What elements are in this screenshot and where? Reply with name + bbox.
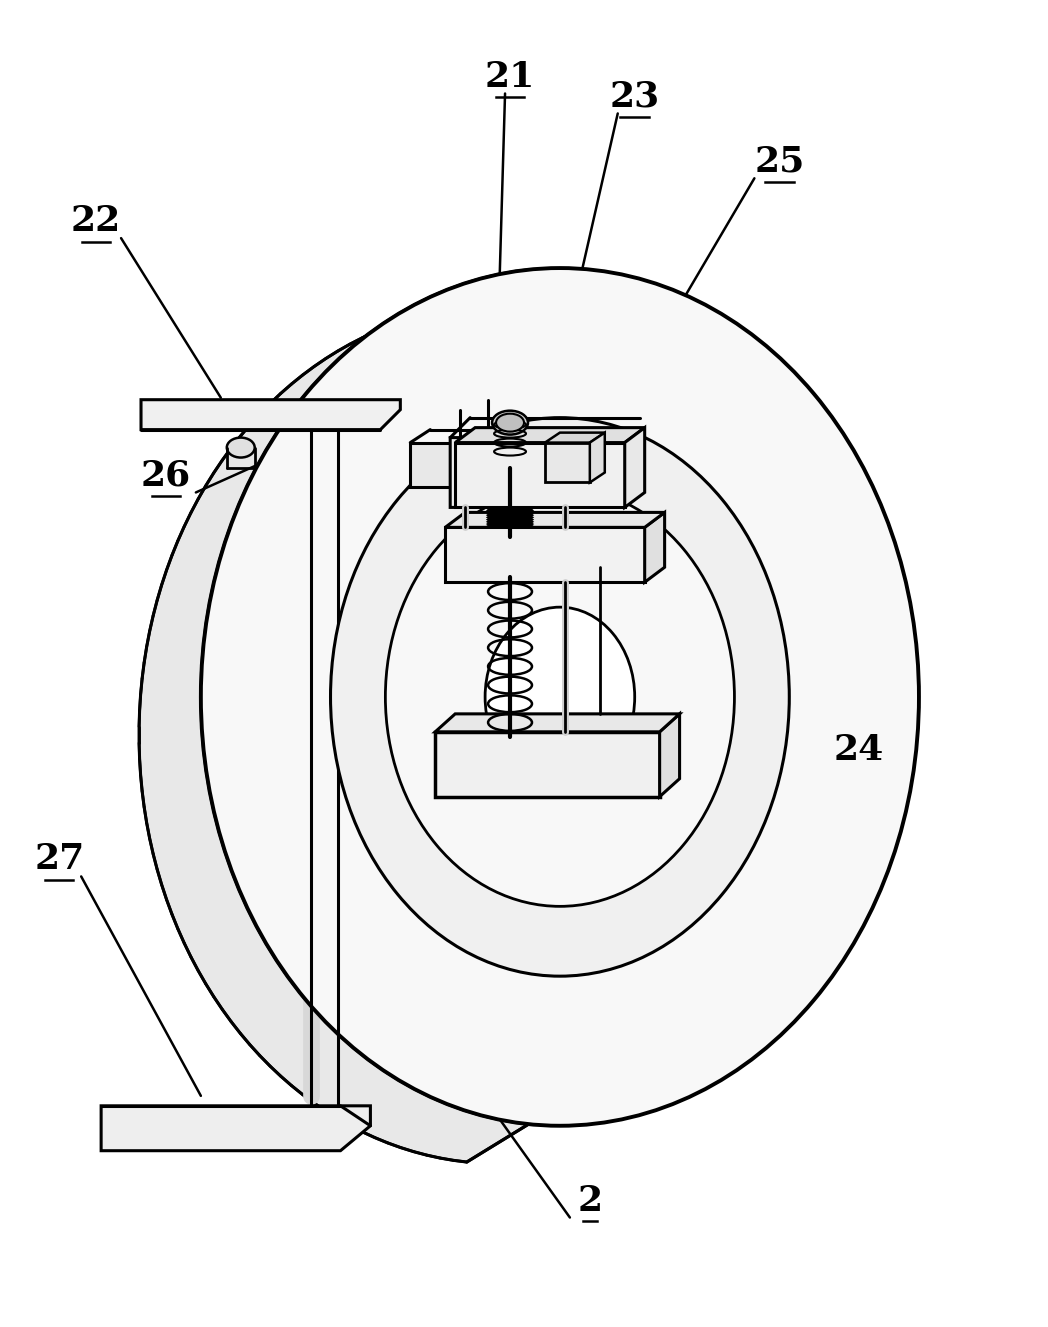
Polygon shape xyxy=(445,512,664,527)
Polygon shape xyxy=(659,714,679,796)
Polygon shape xyxy=(455,443,625,507)
Polygon shape xyxy=(411,443,455,487)
Text: 26: 26 xyxy=(140,458,191,492)
Text: 27: 27 xyxy=(35,843,84,876)
Polygon shape xyxy=(455,427,645,443)
Text: 24: 24 xyxy=(834,733,885,767)
Ellipse shape xyxy=(226,438,255,458)
Polygon shape xyxy=(139,269,528,1162)
Polygon shape xyxy=(625,427,645,507)
Text: 25: 25 xyxy=(755,145,805,178)
Polygon shape xyxy=(590,433,605,483)
Text: 2: 2 xyxy=(577,1184,603,1218)
Polygon shape xyxy=(645,512,664,583)
Polygon shape xyxy=(451,438,639,507)
Polygon shape xyxy=(141,399,400,430)
Polygon shape xyxy=(545,433,605,443)
Polygon shape xyxy=(545,443,590,483)
Ellipse shape xyxy=(330,418,789,977)
Text: 21: 21 xyxy=(485,60,536,93)
Polygon shape xyxy=(445,527,645,583)
Polygon shape xyxy=(435,714,679,731)
Ellipse shape xyxy=(386,487,735,906)
Polygon shape xyxy=(101,1105,370,1151)
Text: 22: 22 xyxy=(71,204,122,238)
Ellipse shape xyxy=(485,608,635,787)
Text: 23: 23 xyxy=(610,80,660,114)
Ellipse shape xyxy=(201,268,919,1125)
Ellipse shape xyxy=(496,414,524,431)
Polygon shape xyxy=(435,731,659,796)
Ellipse shape xyxy=(493,410,528,435)
